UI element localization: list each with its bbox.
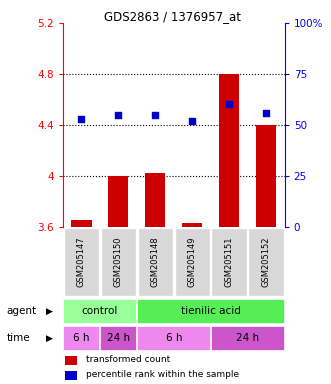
Text: 6 h: 6 h — [166, 333, 182, 343]
Text: agent: agent — [7, 306, 37, 316]
Text: 6 h: 6 h — [73, 333, 90, 343]
Bar — [219, 74, 239, 227]
Bar — [63, 299, 136, 323]
Point — [263, 109, 269, 116]
Point — [79, 116, 84, 122]
Text: GSM205152: GSM205152 — [262, 237, 271, 287]
Bar — [64, 228, 99, 296]
Bar — [174, 228, 210, 296]
Bar — [65, 371, 77, 380]
Bar — [256, 125, 276, 227]
Point — [153, 111, 158, 118]
Bar — [65, 356, 77, 365]
Point — [190, 118, 195, 124]
Point — [116, 111, 121, 118]
Text: GDS2863 / 1376957_at: GDS2863 / 1376957_at — [104, 10, 241, 23]
Text: GSM205147: GSM205147 — [77, 237, 86, 287]
Bar — [211, 326, 284, 350]
Bar — [212, 228, 247, 296]
Text: GSM205151: GSM205151 — [225, 237, 234, 287]
Bar — [100, 326, 136, 350]
Text: 24 h: 24 h — [107, 333, 130, 343]
Bar — [182, 223, 203, 227]
Text: GSM205148: GSM205148 — [151, 237, 160, 287]
Text: GSM205150: GSM205150 — [114, 237, 123, 287]
Point — [226, 101, 232, 108]
Text: 24 h: 24 h — [236, 333, 259, 343]
Text: transformed count: transformed count — [86, 355, 170, 364]
Text: GSM205149: GSM205149 — [188, 237, 197, 287]
Bar — [108, 176, 128, 227]
Bar — [137, 299, 284, 323]
Text: percentile rank within the sample: percentile rank within the sample — [86, 370, 239, 379]
Bar — [63, 326, 100, 350]
Bar — [249, 228, 284, 296]
Bar — [71, 220, 92, 227]
Text: control: control — [82, 306, 118, 316]
Text: ▶: ▶ — [46, 333, 53, 343]
Text: time: time — [7, 333, 30, 343]
Bar — [138, 228, 173, 296]
Bar — [145, 173, 166, 227]
Text: tienilic acid: tienilic acid — [181, 306, 241, 316]
Bar — [101, 228, 136, 296]
Text: ▶: ▶ — [46, 306, 53, 316]
Bar — [137, 326, 211, 350]
